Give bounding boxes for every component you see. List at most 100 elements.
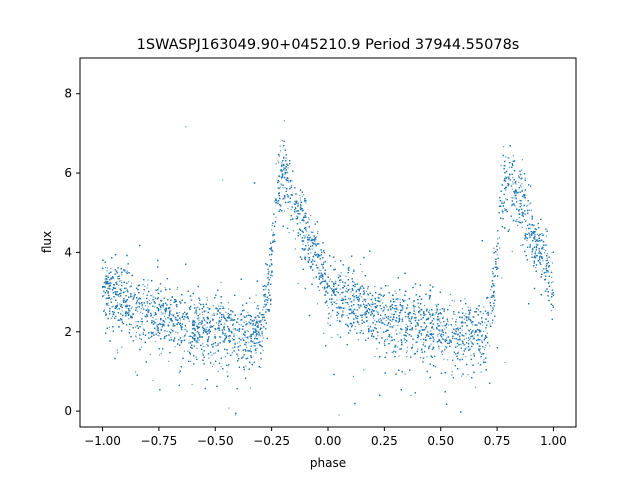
data-point xyxy=(317,231,319,233)
data-point xyxy=(222,314,224,316)
data-point xyxy=(542,247,544,249)
data-point xyxy=(451,299,453,301)
data-point xyxy=(305,234,307,236)
data-point xyxy=(275,163,277,165)
data-point xyxy=(117,275,119,277)
data-point xyxy=(386,338,388,340)
data-point xyxy=(307,244,309,246)
data-point xyxy=(505,180,507,182)
data-point xyxy=(346,314,348,317)
data-point xyxy=(210,325,212,327)
data-point xyxy=(170,336,172,338)
data-point xyxy=(280,183,282,185)
data-point xyxy=(261,318,264,321)
data-point xyxy=(392,318,394,320)
data-point xyxy=(330,315,332,317)
data-point xyxy=(364,301,366,303)
data-point xyxy=(444,348,446,350)
data-point xyxy=(199,322,202,324)
data-point xyxy=(150,294,152,297)
data-point xyxy=(519,199,521,202)
data-point xyxy=(221,307,224,309)
data-point xyxy=(511,197,513,199)
data-point xyxy=(119,303,121,305)
data-point xyxy=(144,305,147,307)
data-point xyxy=(177,286,179,289)
data-point xyxy=(299,194,301,197)
data-point xyxy=(378,318,380,320)
data-point xyxy=(507,157,509,159)
data-point xyxy=(288,232,290,234)
data-point xyxy=(263,296,265,298)
data-point xyxy=(478,309,480,311)
data-point xyxy=(256,319,258,321)
data-point xyxy=(428,346,430,348)
data-point xyxy=(125,287,127,289)
data-point xyxy=(454,329,456,331)
data-point xyxy=(504,361,506,363)
data-point xyxy=(453,300,455,302)
data-point xyxy=(337,291,339,293)
data-point xyxy=(406,307,408,309)
data-point xyxy=(413,353,415,355)
data-point xyxy=(211,319,214,321)
data-point xyxy=(451,318,454,320)
data-point xyxy=(198,302,200,304)
data-point xyxy=(142,284,144,286)
data-point xyxy=(512,183,514,185)
data-point xyxy=(498,237,500,239)
data-point xyxy=(208,337,210,340)
data-point xyxy=(287,167,289,169)
data-point xyxy=(228,407,230,409)
data-point xyxy=(173,338,175,341)
data-point xyxy=(160,328,162,330)
data-point xyxy=(501,277,503,279)
data-point xyxy=(353,293,355,295)
data-point xyxy=(271,229,273,231)
data-point xyxy=(391,313,393,315)
data-point xyxy=(417,302,419,304)
data-point xyxy=(147,279,149,281)
data-point xyxy=(358,306,360,308)
data-point xyxy=(105,298,107,300)
data-point xyxy=(331,336,333,338)
data-point xyxy=(248,350,250,352)
data-point xyxy=(264,305,266,307)
data-point xyxy=(454,313,456,315)
data-point xyxy=(168,321,170,324)
data-point xyxy=(243,321,245,323)
data-point xyxy=(380,321,382,323)
data-point xyxy=(418,307,420,309)
data-point xyxy=(533,236,535,239)
data-point xyxy=(198,322,200,324)
data-point xyxy=(256,330,258,332)
data-point xyxy=(386,306,388,308)
data-point xyxy=(107,302,109,304)
data-point xyxy=(406,346,409,348)
scatter-points xyxy=(102,120,555,416)
data-point xyxy=(542,246,544,248)
data-point xyxy=(464,344,466,346)
data-point xyxy=(349,288,351,290)
data-point xyxy=(103,295,105,297)
data-point xyxy=(135,336,137,338)
data-point xyxy=(372,301,374,303)
data-point xyxy=(261,335,264,337)
data-point xyxy=(200,320,202,322)
data-point xyxy=(283,120,285,122)
data-point xyxy=(213,352,215,355)
data-point xyxy=(374,285,376,287)
data-point xyxy=(417,348,419,350)
data-point xyxy=(524,213,526,215)
data-point xyxy=(255,307,258,309)
data-point xyxy=(451,374,453,376)
data-point xyxy=(545,260,547,262)
data-point xyxy=(479,351,481,353)
data-point xyxy=(299,222,301,224)
data-point xyxy=(530,209,532,211)
data-point xyxy=(262,309,264,311)
data-point xyxy=(246,346,248,348)
data-point xyxy=(413,301,415,303)
data-point xyxy=(178,315,180,317)
data-point xyxy=(199,313,201,315)
